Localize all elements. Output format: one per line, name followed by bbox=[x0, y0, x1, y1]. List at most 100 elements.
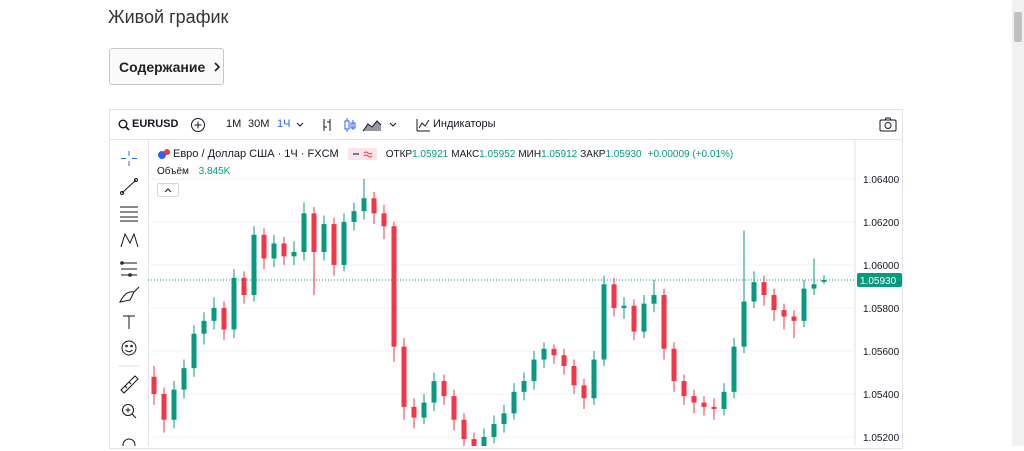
chevron-icon bbox=[214, 61, 221, 72]
fib-tool[interactable] bbox=[120, 206, 138, 222]
add-symbol-icon[interactable] bbox=[190, 117, 206, 133]
candle-body bbox=[391, 226, 397, 347]
page-title: Живой график bbox=[108, 7, 229, 27]
brush-tool[interactable] bbox=[119, 286, 140, 303]
candle-body bbox=[521, 381, 527, 392]
candle-body bbox=[791, 316, 797, 321]
symbol[interactable]: EURUSD bbox=[132, 118, 179, 130]
ruler-tool[interactable] bbox=[120, 375, 139, 394]
snapshot-icon[interactable] bbox=[879, 117, 897, 132]
candle-body bbox=[741, 301, 747, 347]
candle-body bbox=[231, 277, 237, 330]
legend-field-label: МАКС bbox=[451, 148, 480, 160]
candle-body bbox=[221, 307, 227, 330]
legend-field-label: ОТКР bbox=[385, 148, 413, 160]
candle-body bbox=[291, 252, 297, 257]
drawing-toolbar bbox=[110, 140, 149, 451]
volume-label: Объём bbox=[157, 166, 189, 177]
y-tick-label: 1.06200 bbox=[863, 218, 900, 229]
candle-body bbox=[771, 295, 777, 311]
candle-body bbox=[461, 419, 467, 440]
candle-body bbox=[351, 211, 357, 222]
candle-body bbox=[401, 346, 407, 407]
candle-body bbox=[671, 348, 677, 382]
toc-button[interactable]: Содержание bbox=[109, 48, 224, 85]
candle-body bbox=[661, 295, 667, 349]
candle-body bbox=[311, 213, 317, 253]
legend-field-label: МИН bbox=[518, 148, 542, 160]
y-tick-label: 1.05600 bbox=[863, 347, 900, 358]
instrument: Евро / Доллар США · 1Ч · FXCM bbox=[173, 148, 339, 160]
candle-body bbox=[781, 310, 787, 317]
y-tick-label: 1.05400 bbox=[863, 390, 900, 401]
collapse-legend[interactable] bbox=[157, 183, 179, 197]
candle-body bbox=[511, 391, 517, 414]
indicators-icon[interactable] bbox=[415, 117, 431, 133]
interval-button[interactable]: 1М bbox=[226, 118, 242, 130]
search-icon[interactable] bbox=[118, 119, 130, 131]
candle-body bbox=[601, 284, 607, 360]
candle-body bbox=[731, 346, 737, 392]
candle-body bbox=[411, 406, 417, 418]
chart-style-icons[interactable] bbox=[321, 117, 401, 133]
legend-field-label: ЗАКР bbox=[580, 148, 606, 160]
candle-body bbox=[691, 396, 697, 403]
candle-body bbox=[591, 359, 597, 399]
candle-body bbox=[371, 198, 377, 214]
prediction-tool[interactable] bbox=[120, 261, 137, 277]
zoom-tool[interactable] bbox=[122, 404, 137, 419]
y-tick-label: 1.06000 bbox=[863, 261, 900, 272]
compare-button[interactable] bbox=[347, 147, 378, 161]
indicators-button[interactable]: Индикаторы bbox=[433, 118, 496, 130]
candle-body bbox=[541, 348, 547, 360]
candle-body bbox=[211, 307, 217, 321]
candle-body bbox=[551, 348, 557, 356]
emoji-tool[interactable] bbox=[121, 340, 137, 356]
candle-body bbox=[251, 234, 257, 296]
interval-dropdown[interactable] bbox=[296, 122, 304, 128]
candle-body bbox=[631, 305, 637, 332]
interval-button[interactable]: 1Ч bbox=[277, 118, 291, 130]
candle-body bbox=[171, 389, 177, 420]
candle-body bbox=[321, 224, 327, 253]
candle-body bbox=[561, 355, 567, 367]
candle-body bbox=[821, 279, 827, 282]
pattern-tool[interactable] bbox=[120, 232, 139, 248]
y-tick-label: 1.05200 bbox=[863, 433, 900, 444]
volume-value: 3.845K bbox=[198, 166, 231, 177]
candle-body bbox=[571, 366, 577, 386]
candle-body bbox=[491, 424, 497, 437]
interval-button[interactable]: 30М bbox=[248, 118, 270, 130]
candle-body bbox=[641, 303, 647, 332]
more-tool[interactable] bbox=[122, 438, 136, 451]
candle-body bbox=[421, 402, 427, 418]
y-tick-label: 1.06400 bbox=[863, 175, 900, 186]
trendline-tool[interactable] bbox=[120, 178, 138, 195]
candle-body bbox=[331, 224, 337, 265]
candle-body bbox=[481, 436, 487, 446]
candle-body bbox=[501, 413, 507, 425]
price-chart: 1.05200 1.05400 1.05600 1.05800 1.06000 1.062… bbox=[148, 140, 902, 446]
candle-body bbox=[161, 393, 167, 420]
candle-body bbox=[801, 288, 807, 321]
candle-body bbox=[811, 284, 817, 289]
candle-body bbox=[341, 221, 347, 265]
toolbar: EURUSD Индикаторы 1М 30М 1Ч bbox=[110, 110, 902, 140]
candle-body bbox=[621, 305, 627, 308]
scrollbar-thumb[interactable] bbox=[1014, 12, 1022, 42]
candle-body bbox=[261, 234, 267, 259]
candle-body bbox=[531, 359, 537, 382]
candle-body bbox=[201, 320, 207, 334]
text-tool[interactable] bbox=[123, 315, 135, 329]
candle-body bbox=[681, 381, 687, 397]
candle-body bbox=[281, 243, 287, 257]
candle-body bbox=[381, 213, 387, 227]
crosshair-tool[interactable] bbox=[121, 151, 137, 166]
candle-body bbox=[361, 198, 367, 212]
scrollbar[interactable] bbox=[1012, 0, 1024, 446]
candle-body bbox=[651, 295, 657, 304]
candle-body bbox=[701, 402, 707, 407]
candle-body bbox=[431, 381, 437, 403]
candle-body bbox=[711, 406, 717, 410]
